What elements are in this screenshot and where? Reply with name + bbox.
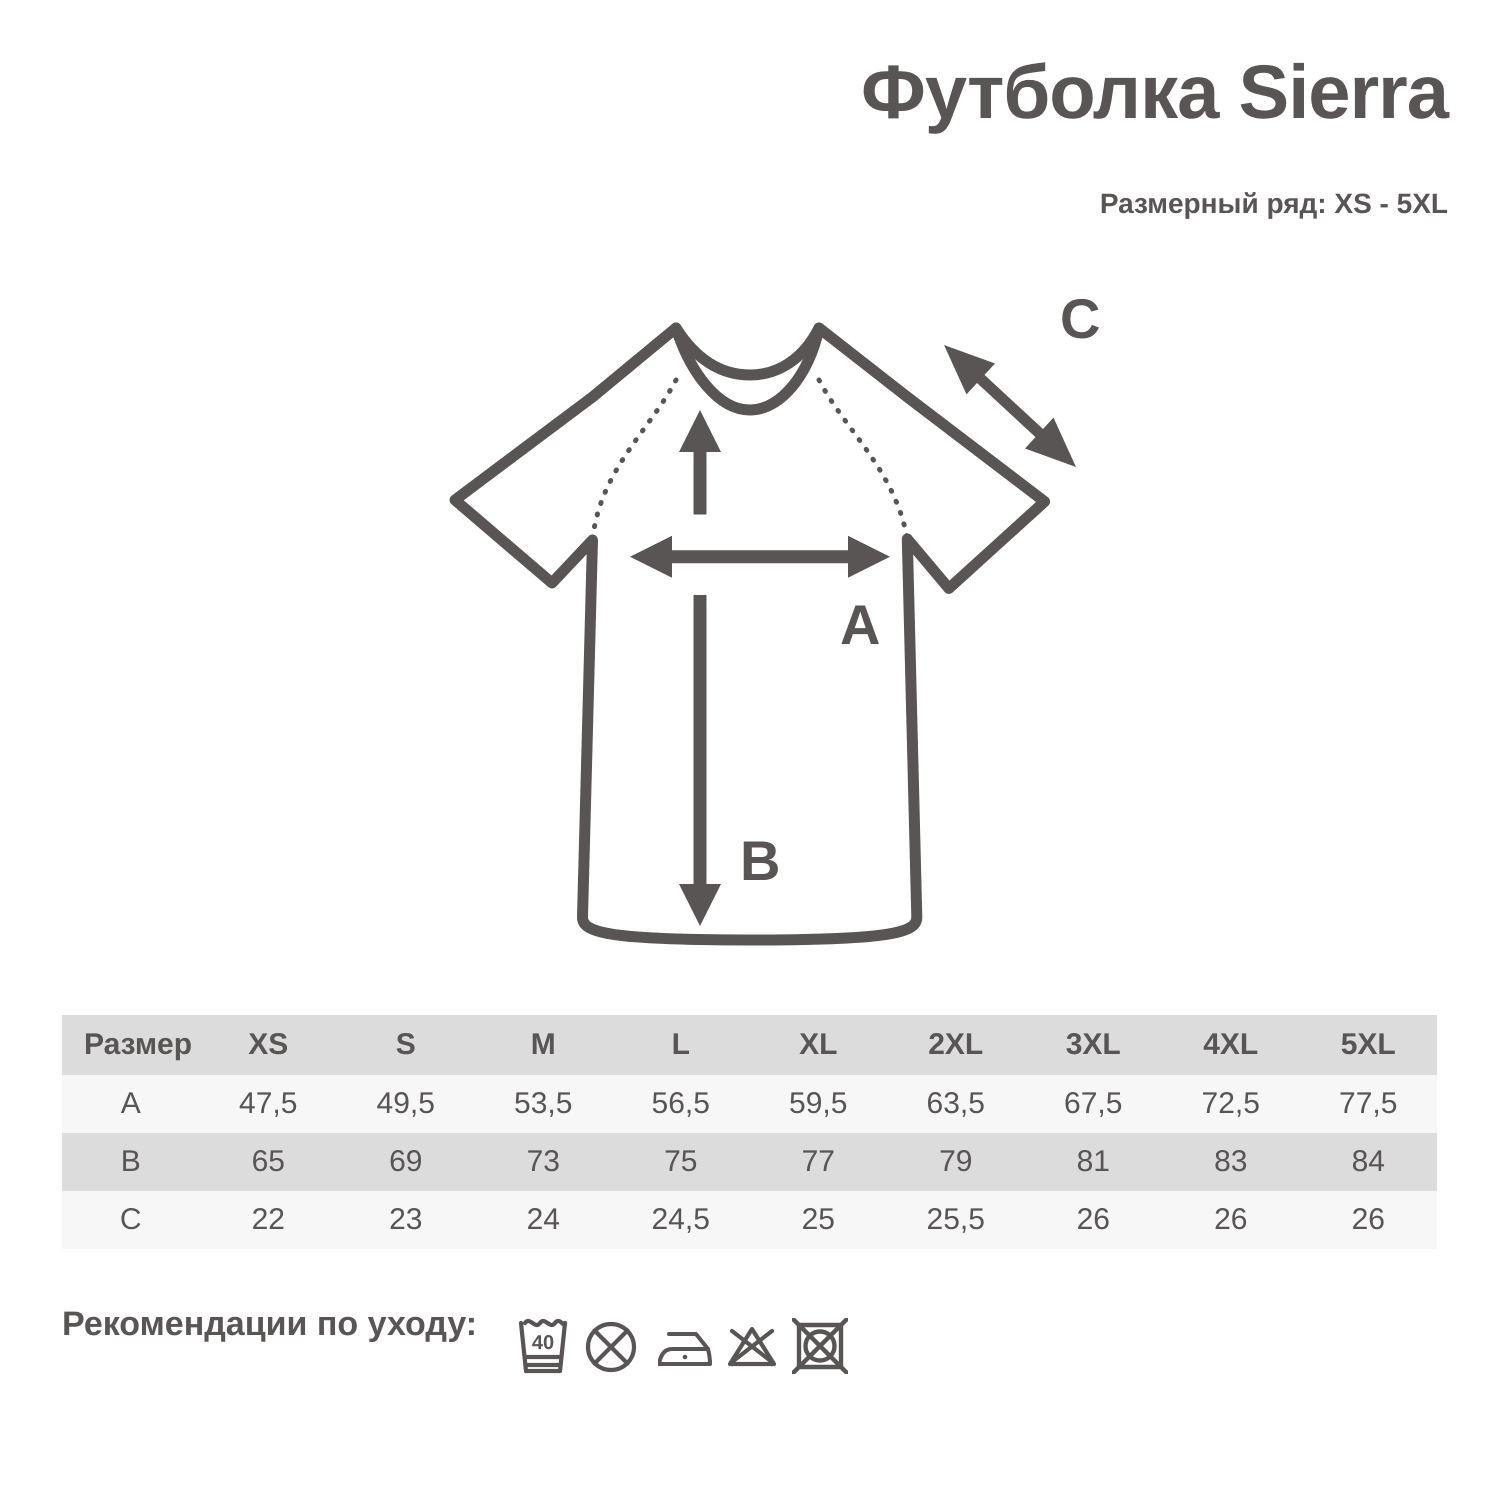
svg-text:C: C <box>1060 287 1100 350</box>
svg-text:40: 40 <box>532 1332 554 1354</box>
svg-text:A: A <box>840 593 880 656</box>
svg-text:B: B <box>740 829 780 892</box>
